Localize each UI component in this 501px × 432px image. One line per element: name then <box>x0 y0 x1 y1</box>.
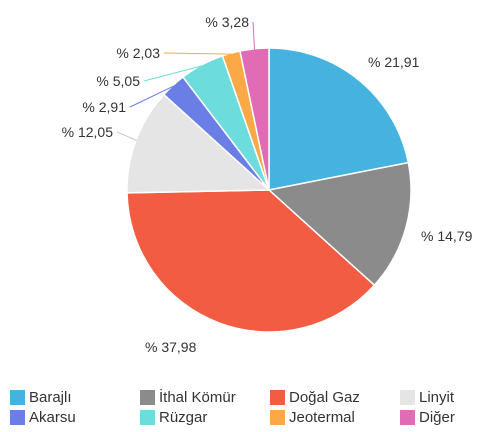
legend-label: Jeotermal <box>289 408 355 426</box>
slice-label-6: % 2,03 <box>116 45 160 61</box>
slice-labels: % 21,91 % 14,79 % 37,98 % 12,05 % 2,91 % 5,05… <box>62 14 473 355</box>
legend: Barajlı İthal Kömür Doğal Gaz Linyit Aka… <box>10 388 490 426</box>
pie-slice-2[interactable] <box>126 189 376 333</box>
legend-item-barajli[interactable]: Barajlı <box>10 388 140 406</box>
slice-label-1: % 14,79 <box>421 228 473 244</box>
legend-label: Rüzgar <box>159 408 208 426</box>
legend-label: İthal Kömür <box>159 388 236 406</box>
leader-line-6 <box>163 52 232 55</box>
leader-line-5 <box>143 65 203 82</box>
legend-swatch <box>140 409 155 425</box>
legend-swatch <box>10 409 25 425</box>
pie-slices <box>126 47 412 333</box>
slice-label-3: % 12,05 <box>62 124 114 140</box>
legend-item-ithal-komur[interactable]: İthal Kömür <box>140 388 270 406</box>
legend-swatch <box>400 389 415 405</box>
legend-item-dogal-gaz[interactable]: Doğal Gaz <box>270 388 400 406</box>
pie-slice-0[interactable] <box>268 47 410 191</box>
legend-swatch <box>270 389 285 405</box>
legend-label: Diğer <box>419 408 455 426</box>
slice-label-4: % 2,91 <box>82 99 126 115</box>
legend-label: Doğal Gaz <box>289 388 360 406</box>
legend-label: Linyit <box>419 388 455 406</box>
slice-label-5: % 5,05 <box>96 73 140 89</box>
leader-line-7 <box>252 21 255 50</box>
legend-item-akarsu[interactable]: Akarsu <box>10 408 140 426</box>
legend-item-ruzgar[interactable]: Rüzgar <box>140 408 270 426</box>
legend-swatch <box>400 409 415 425</box>
legend-swatch <box>140 389 155 405</box>
slice-label-2: % 37,98 <box>145 339 197 355</box>
legend-item-jeotermal[interactable]: Jeotermal <box>270 408 400 426</box>
leader-line-3 <box>116 131 138 141</box>
pie-slice-1[interactable] <box>268 161 412 286</box>
legend-item-linyit[interactable]: Linyit <box>400 388 490 406</box>
leader-lines <box>116 21 255 141</box>
legend-item-diger[interactable]: Diğer <box>400 408 490 426</box>
slice-label-0: % 21,91 <box>368 54 420 70</box>
legend-swatch <box>10 389 25 405</box>
legend-label: Akarsu <box>29 408 76 426</box>
leader-line-4 <box>129 85 174 108</box>
legend-swatch <box>270 409 285 425</box>
slice-label-7: % 3,28 <box>205 14 249 30</box>
legend-label: Barajlı <box>29 388 72 406</box>
